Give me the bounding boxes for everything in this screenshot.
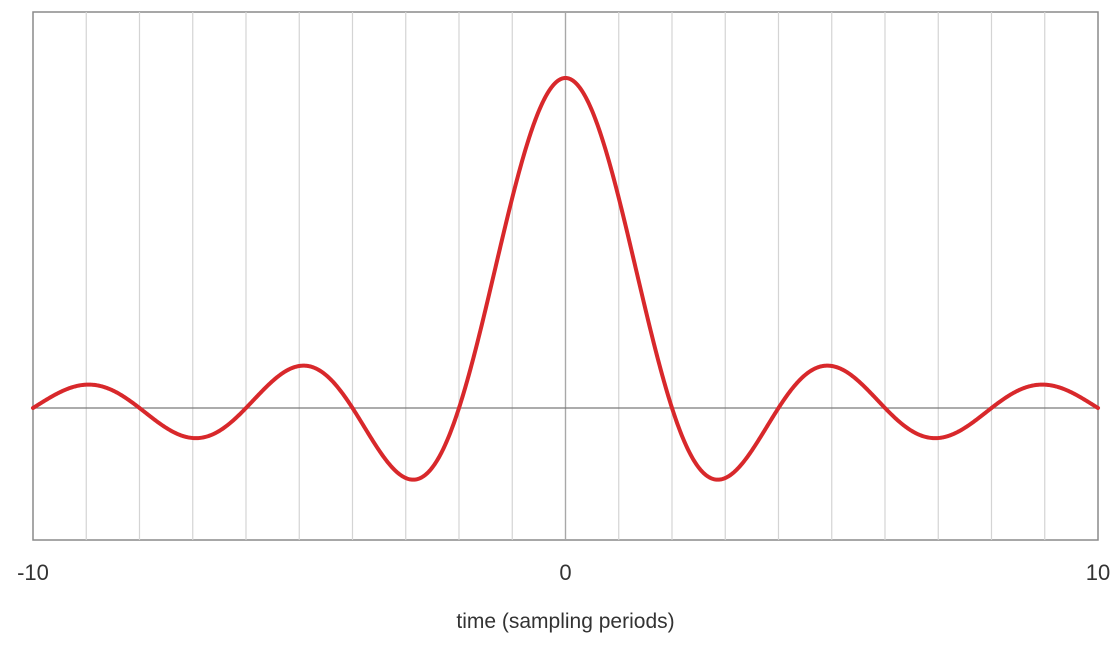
x-tick-label: 0 [559, 560, 571, 585]
sinc-series-line [31, 76, 1100, 482]
x-tick-label: -10 [17, 560, 49, 585]
x-axis-label: time (sampling periods) [456, 610, 674, 633]
x-tick-labels: -10 0 10 [17, 560, 1110, 585]
x-tick-label: 10 [1086, 560, 1110, 585]
grid-lines [85, 12, 1046, 540]
